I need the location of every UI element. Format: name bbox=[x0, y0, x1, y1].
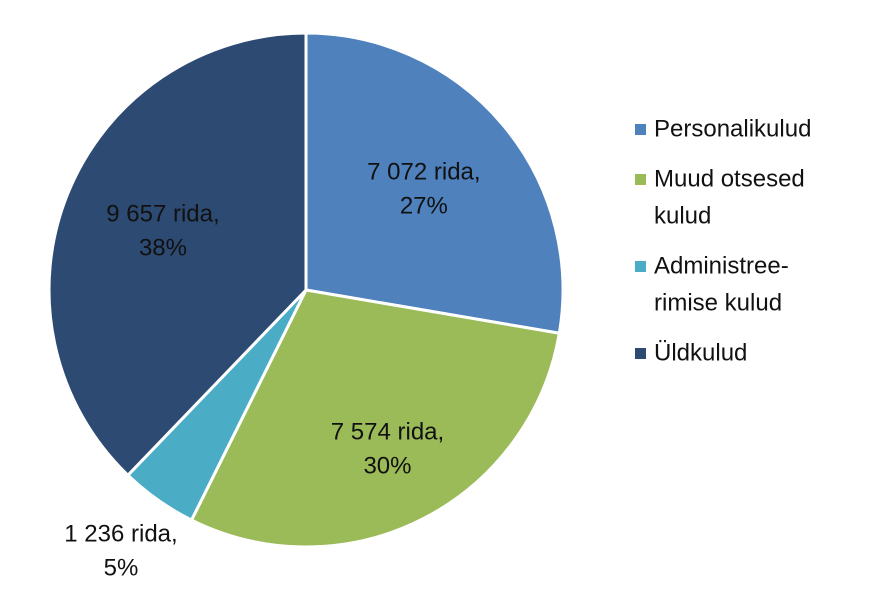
legend-swatch bbox=[635, 348, 646, 359]
pie-slice bbox=[47, 31, 308, 478]
legend-label: kulud bbox=[654, 202, 711, 229]
data-label: 7 574 rida, 30% bbox=[331, 419, 444, 480]
data-label-line: 1 236 rida, bbox=[64, 521, 177, 548]
data-label-line: 38% bbox=[139, 235, 187, 262]
legend-label: Muud otsesed bbox=[654, 165, 805, 192]
legend-swatch bbox=[635, 261, 646, 272]
data-label-line: 7 574 rida, bbox=[331, 419, 444, 446]
data-label: 7 072 rida, 27% bbox=[367, 159, 480, 220]
legend-swatch bbox=[635, 124, 646, 135]
data-label: 9 657 rida, 38% bbox=[106, 201, 219, 262]
pie-slice bbox=[189, 288, 562, 549]
legend-label: Personalikulud bbox=[654, 115, 811, 142]
data-label-line: 7 072 rida, bbox=[367, 159, 480, 186]
data-label: 1 236 rida, 5% bbox=[64, 521, 177, 582]
data-label-line: 5% bbox=[104, 555, 139, 582]
data-label-line: 30% bbox=[363, 453, 411, 480]
legend-label: Üldkulud bbox=[654, 339, 747, 366]
legend-swatch bbox=[635, 174, 646, 185]
pie-slice bbox=[304, 31, 565, 335]
data-label-line: 27% bbox=[400, 193, 448, 220]
legend-label: Administree- bbox=[654, 252, 789, 279]
data-label-line: 9 657 rida, bbox=[106, 201, 219, 228]
legend-label: rimise kulud bbox=[654, 289, 782, 316]
